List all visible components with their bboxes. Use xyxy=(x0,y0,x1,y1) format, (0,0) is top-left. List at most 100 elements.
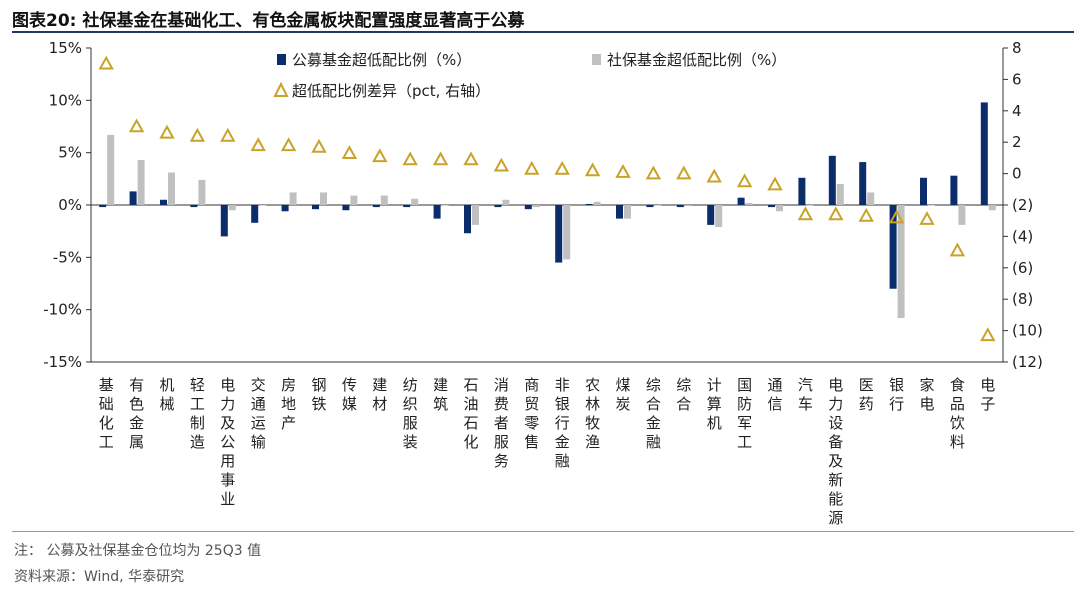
diff-marker xyxy=(250,137,266,152)
legend-label-public: 公募基金超低配比例（%） xyxy=(292,51,471,69)
diff-marker xyxy=(676,165,692,180)
chart-title: 图表20: 社保基金在基础化工、有色金属板块配置强度显著高于公募 xyxy=(12,11,525,31)
diff-marker xyxy=(128,118,145,133)
public-fund-bar xyxy=(312,205,319,210)
social-fund-bar xyxy=(320,192,327,205)
diff-marker xyxy=(767,176,783,191)
right-tick-label: (12) xyxy=(1012,353,1043,371)
category-label: 商贸零售 xyxy=(524,376,539,451)
social-fund-bar xyxy=(988,205,996,211)
category-label: 电力及公用事业 xyxy=(220,376,235,508)
source-note: 资料来源：Wind, 华泰研究 xyxy=(14,569,185,585)
category-label: 综合金融 xyxy=(646,376,661,451)
category-label: 煤炭 xyxy=(615,376,630,413)
social-fund-bar xyxy=(654,205,662,206)
category-label: 国防军工 xyxy=(737,376,752,451)
public-fund-bar xyxy=(798,177,806,205)
diff-marker xyxy=(432,151,449,166)
social-fund-bar xyxy=(897,205,905,319)
social-fund-bar xyxy=(684,205,692,207)
public-fund-bar xyxy=(707,205,715,225)
category-label: 钢铁 xyxy=(311,376,326,413)
social-fund-bar xyxy=(867,192,875,205)
category-label: 消费者服务 xyxy=(494,376,509,470)
category-label: 通信 xyxy=(767,376,782,413)
diff-marker xyxy=(372,148,388,163)
diff-marker xyxy=(645,165,662,180)
public-fund-bar xyxy=(920,177,927,205)
title-divider xyxy=(12,31,1074,33)
legend-swatch-public xyxy=(277,54,286,65)
right-tick-label: (6) xyxy=(1012,259,1033,277)
public-fund-bar xyxy=(160,199,167,205)
diff-marker xyxy=(615,163,631,178)
left-tick-label: -15% xyxy=(43,353,82,371)
diff-marker xyxy=(524,160,540,175)
category-label: 综合 xyxy=(676,376,691,413)
diff-marker xyxy=(888,209,905,224)
public-fund-bar xyxy=(281,205,289,212)
public-fund-bar xyxy=(251,205,259,223)
public-fund-bar xyxy=(190,205,198,208)
public-fund-bar xyxy=(464,205,471,234)
social-fund-bar xyxy=(624,205,631,219)
social-fund-bar xyxy=(502,199,510,205)
combo-chart: -15% -10% -5% 0% 5% 10% 15% 8 6 4 2 0 (2) (4) (6) (8) (1… xyxy=(43,39,1043,527)
social-fund-bar xyxy=(563,205,571,260)
diff-marker xyxy=(463,151,479,166)
legend-label-social: 社保基金超低配比例（%） xyxy=(607,51,786,69)
category-label: 机械 xyxy=(159,376,174,413)
diff-marker xyxy=(858,207,874,222)
diff-marker xyxy=(280,137,297,152)
social-fund-bar xyxy=(198,179,206,205)
public-fund-bar xyxy=(950,175,958,205)
public-fund-bar xyxy=(129,191,137,205)
public-fund-bar xyxy=(768,205,775,208)
social-fund-bar xyxy=(380,195,388,205)
diff-marker xyxy=(159,124,175,139)
public-fund-bar xyxy=(494,205,502,208)
category-label: 石油石化 xyxy=(463,376,478,451)
public-fund-bar xyxy=(646,205,654,208)
left-tick-label: 15% xyxy=(49,39,82,57)
social-fund-bar xyxy=(836,184,844,205)
diff-marker xyxy=(341,145,358,159)
diff-marker xyxy=(554,160,570,175)
left-tick-label: 0% xyxy=(58,196,82,214)
category-label: 非银行金融 xyxy=(555,376,570,470)
right-tick-label: 6 xyxy=(1012,70,1022,88)
category-label: 有色金属 xyxy=(129,376,144,451)
social-fund-bar xyxy=(593,201,601,205)
diff-marker xyxy=(736,173,753,188)
category-label: 银行 xyxy=(889,376,904,413)
category-label: 传媒 xyxy=(342,376,357,413)
social-fund-bar xyxy=(350,195,358,205)
public-fund-bar xyxy=(555,205,563,263)
public-fund-bar xyxy=(616,205,623,219)
category-label: 医药 xyxy=(859,376,874,413)
public-fund-bar xyxy=(433,205,441,219)
legend-label-diff: 超低配比例差异（pct, 右轴） xyxy=(292,82,490,100)
social-fund-bar xyxy=(289,192,297,205)
social-fund-bar xyxy=(168,172,175,205)
diff-marker xyxy=(828,206,844,221)
right-tick-label: 4 xyxy=(1012,102,1022,120)
category-label: 农林牧渔 xyxy=(585,376,600,451)
diff-marker xyxy=(98,55,114,70)
left-tick-label: 10% xyxy=(49,91,82,109)
right-tick-label: (4) xyxy=(1012,227,1033,245)
right-tick-label: (2) xyxy=(1012,196,1033,214)
public-fund-bar xyxy=(676,205,684,208)
diff-marker xyxy=(949,242,966,257)
public-fund-bar xyxy=(524,205,532,210)
category-label: 家电 xyxy=(919,376,934,413)
diff-marker xyxy=(919,211,935,225)
right-tick-label: 8 xyxy=(1012,39,1022,57)
category-label: 电子 xyxy=(980,376,995,413)
public-fund-bar xyxy=(372,205,380,208)
diff-marker xyxy=(797,206,814,221)
category-label: 电力设备及新能源 xyxy=(828,376,843,527)
public-fund-bar xyxy=(828,155,836,205)
category-label: 轻工制造 xyxy=(190,376,205,451)
legend-swatch-social xyxy=(592,54,601,65)
